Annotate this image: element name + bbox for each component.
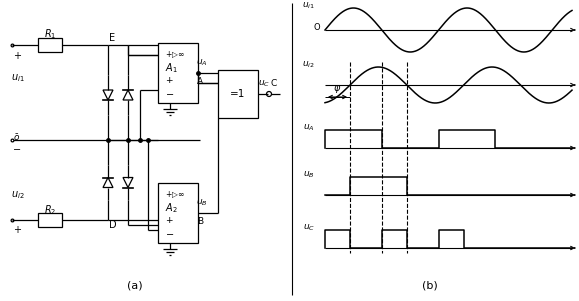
Text: $u_B$: $u_B$: [303, 170, 315, 180]
Text: (b): (b): [422, 280, 438, 290]
Text: $A_1$: $A_1$: [165, 61, 178, 75]
Text: C: C: [271, 79, 277, 88]
Text: $u_C$: $u_C$: [258, 79, 270, 89]
Bar: [158, 183, 198, 243]
Text: B: B: [197, 218, 203, 226]
Text: $R_2$: $R_2$: [44, 203, 56, 217]
Text: +: +: [13, 51, 21, 61]
Polygon shape: [123, 90, 133, 100]
Text: $u_A$: $u_A$: [303, 123, 315, 133]
Bar: [218, 70, 258, 118]
Text: O: O: [313, 23, 320, 32]
Text: $+\!\triangleright\!\infty$: $+\!\triangleright\!\infty$: [165, 190, 185, 200]
Text: E: E: [109, 33, 115, 43]
Text: $+$: $+$: [165, 75, 174, 85]
Text: $\bar{o}$: $\bar{o}$: [13, 132, 20, 144]
Text: $+$: $+$: [165, 215, 174, 225]
Text: $u_{i2}$: $u_{i2}$: [302, 60, 315, 70]
Text: $-$: $-$: [12, 143, 21, 153]
Polygon shape: [123, 178, 133, 188]
Text: $u_A$: $u_A$: [196, 58, 208, 68]
Text: D: D: [109, 220, 116, 230]
Text: $R_1$: $R_1$: [44, 27, 56, 41]
Polygon shape: [103, 178, 113, 188]
Text: =1: =1: [230, 89, 245, 99]
Text: $-$: $-$: [165, 228, 174, 238]
Text: $+\!\triangleright\!\infty$: $+\!\triangleright\!\infty$: [165, 50, 185, 61]
Text: A: A: [197, 77, 203, 86]
Bar: [158, 43, 198, 103]
Text: $u_C$: $u_C$: [303, 223, 315, 233]
Text: $u_{i2}$: $u_{i2}$: [11, 189, 25, 201]
Text: $\varphi$: $\varphi$: [334, 83, 342, 95]
Text: +: +: [13, 225, 21, 235]
Bar: [38, 38, 62, 52]
Text: $u_B$: $u_B$: [196, 198, 208, 208]
Polygon shape: [103, 90, 113, 100]
Text: (a): (a): [127, 280, 143, 290]
Text: $u_{i1}$: $u_{i1}$: [11, 72, 25, 84]
Text: $-$: $-$: [165, 88, 174, 98]
Text: $A_2$: $A_2$: [165, 201, 178, 215]
Bar: [38, 213, 62, 227]
Text: $u_{i1}$: $u_{i1}$: [302, 1, 315, 11]
